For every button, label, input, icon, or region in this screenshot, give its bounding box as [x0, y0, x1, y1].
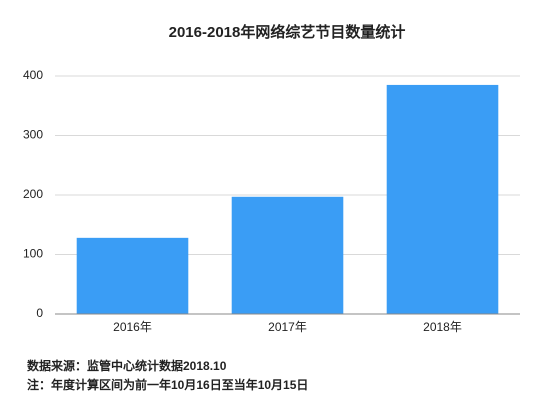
bar — [76, 237, 189, 314]
y-tick-label: 400 — [23, 68, 43, 82]
x-tick-label: 2018年 — [423, 320, 462, 334]
x-tick-label: 2017年 — [268, 320, 307, 334]
bar — [386, 84, 499, 314]
chart-title: 2016-2018年网络综艺节目数量统计 — [169, 23, 406, 41]
y-tick-label: 0 — [36, 306, 43, 320]
y-tick-label: 100 — [23, 247, 43, 261]
x-tick-label: 2016年 — [113, 320, 152, 334]
footnote: 注：年度计算区间为前一年10月16日至当年10月15日 — [27, 377, 308, 392]
y-tick-label: 200 — [23, 187, 43, 201]
bar — [231, 196, 344, 314]
y-tick-label: 300 — [23, 128, 43, 142]
source-note: 数据来源：监管中心统计数据2018.10 — [27, 358, 227, 373]
